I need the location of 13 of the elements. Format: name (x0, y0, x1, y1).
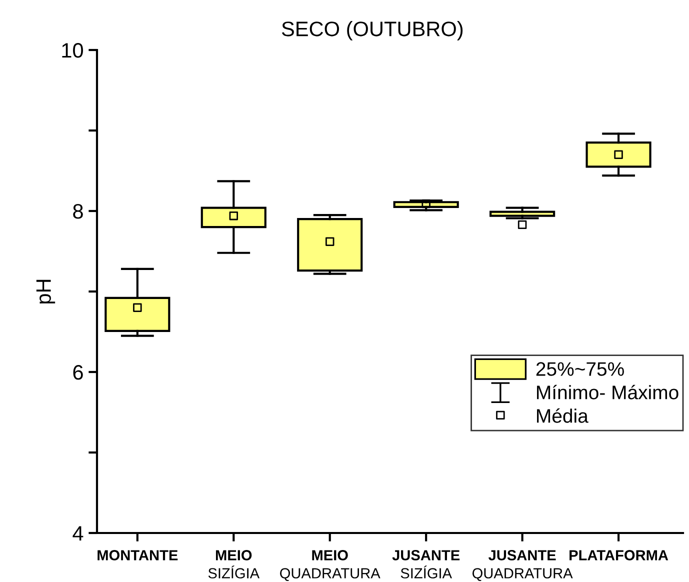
legend-label: 25%~75% (536, 362, 624, 376)
y-tick-label: 4 (72, 526, 84, 541)
y-tick-label: 8 (73, 204, 83, 219)
chart-title: SECO (OUTUBRO) (282, 21, 463, 40)
annotation: Mínimo- Máximo (537, 384, 678, 400)
legend-label: Média (537, 408, 588, 423)
y-axis-title: pH (36, 280, 56, 304)
y-tick-label: 10 (62, 43, 83, 58)
x-tick-label: MEIO SIZÍGIA (208, 550, 260, 578)
y-tick-label: 6 (73, 365, 83, 380)
x-tick-label: MONTANTE (98, 550, 178, 560)
x-tick-label: JUSANTE SIZÍGIA (392, 550, 460, 578)
x-tick-label: MEIO QUADRATURA (280, 550, 380, 582)
